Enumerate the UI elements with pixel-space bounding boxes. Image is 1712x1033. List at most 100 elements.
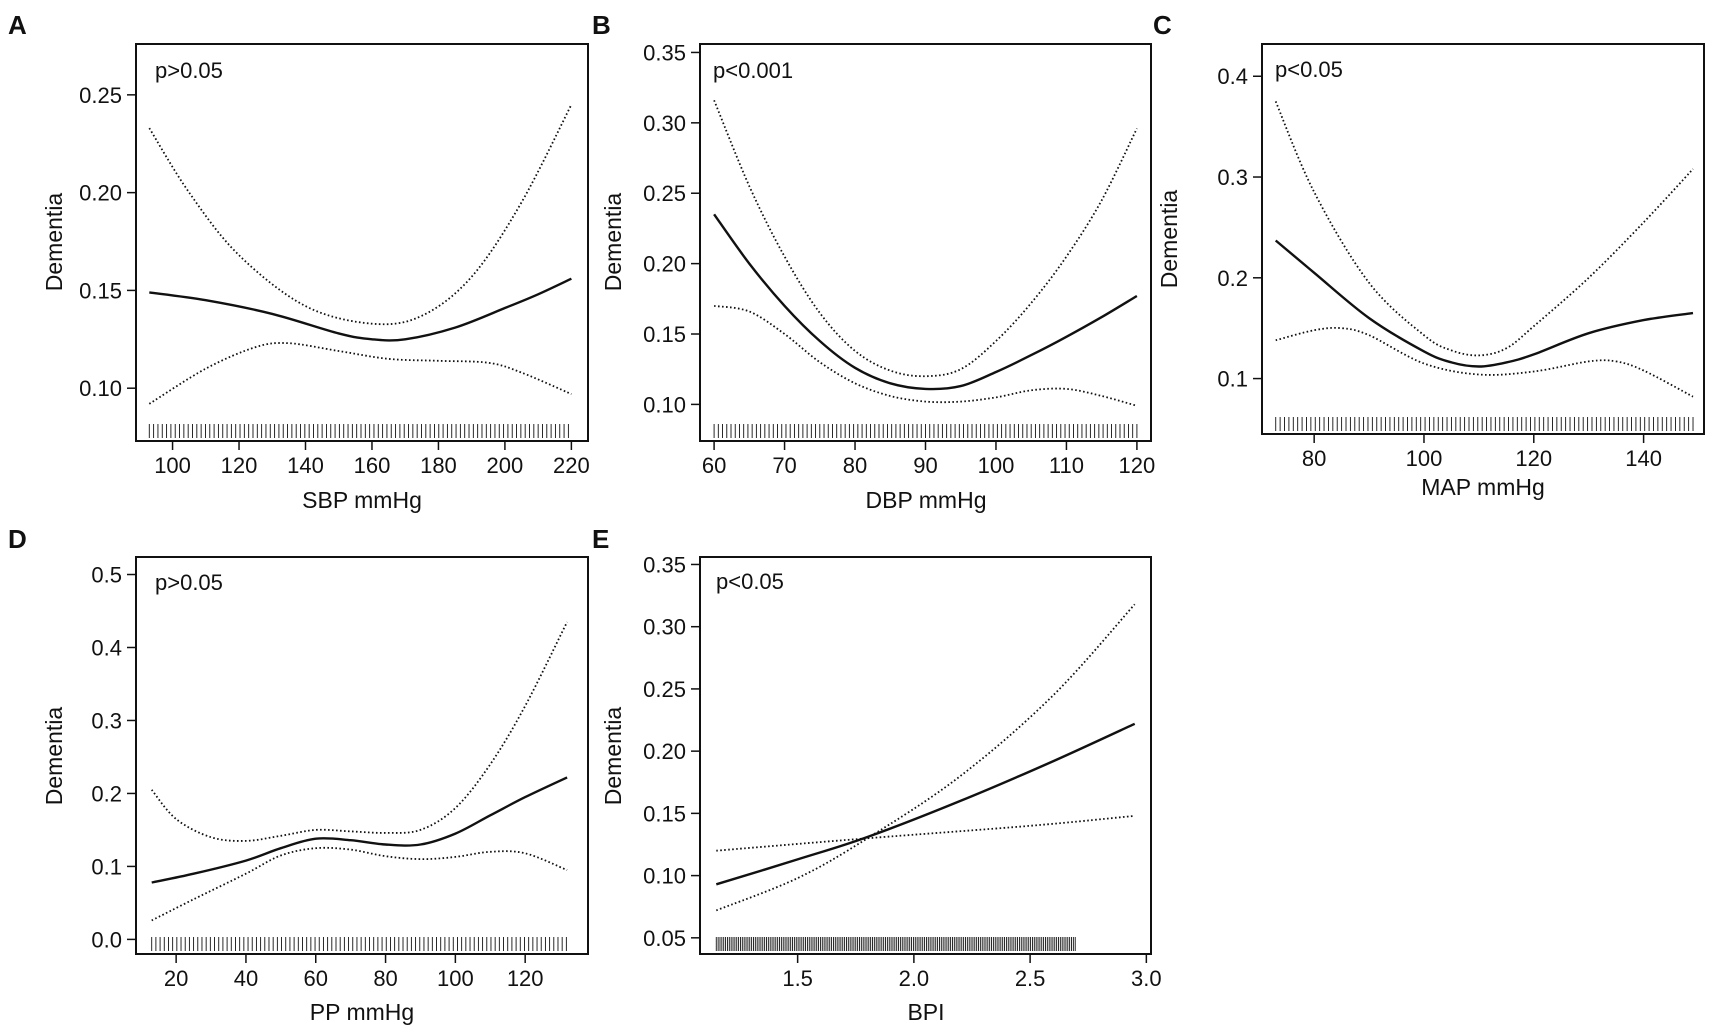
panel-c-y-tick-label: 0.2 xyxy=(1217,266,1248,291)
panel-c-estimate-line xyxy=(1274,239,1694,368)
panel-e-x-tick-label: 2.5 xyxy=(1015,966,1046,991)
panel-b-lower-ci-line xyxy=(713,305,1138,407)
panel-a-y-tick-label: 0.15 xyxy=(79,278,122,303)
panel-e-frame xyxy=(699,556,1152,955)
panel-e-y-tick-label: 0.05 xyxy=(643,926,686,951)
panel-e-y-tick-label: 0.35 xyxy=(643,552,686,577)
panel-a-estimate-line xyxy=(149,277,572,342)
panel-a-y-tick-label: 0.25 xyxy=(79,83,122,108)
panel-e-y-tick-label: 0.30 xyxy=(643,615,686,640)
panel-e-p-value: p<0.05 xyxy=(716,569,784,594)
panel-b-y-tick-label: 0.20 xyxy=(643,252,686,277)
panel-d-p-value: p>0.05 xyxy=(155,570,223,595)
panel-a: A p>0.05 SBP mmHg Dementia xyxy=(8,10,589,513)
panel-d-y-tick-label: 0.4 xyxy=(91,635,122,660)
panel-b-rug xyxy=(713,424,1138,438)
panel-a-x-tick-label: 140 xyxy=(287,453,324,478)
panel-e-x-axis-title: BPI xyxy=(907,999,944,1025)
panel-b-x-tick-label: 100 xyxy=(978,453,1015,478)
panel-e-plot: 1.5 2.0 2.5 3.0 0.05 0.10 0.15 0.20 0.25 0.30 0.35 xyxy=(643,552,1161,991)
panel-c-plot: 80 100 120 140 0.1 0.2 0.3 0.4 xyxy=(1217,64,1694,471)
panel-b-y-axis-title: Dementia xyxy=(600,193,626,292)
panel-c-p-value: p<0.05 xyxy=(1275,57,1343,82)
panel-b-x-axis-title: DBP mmHg xyxy=(866,487,987,513)
panel-b-x-tick-label: 120 xyxy=(1119,453,1156,478)
panel-e-lower-ci-line xyxy=(716,815,1135,852)
panel-e-label: E xyxy=(592,524,609,554)
panel-e-y-tick-label: 0.15 xyxy=(643,801,686,826)
panel-b-label: B xyxy=(592,10,611,40)
panel-d-y-tick-label: 0.1 xyxy=(91,854,122,879)
panel-c-x-tick-label: 100 xyxy=(1406,446,1443,471)
panel-b-y-tick-label: 0.10 xyxy=(643,392,686,417)
panel-a-x-tick-label: 160 xyxy=(354,453,391,478)
panel-d-label: D xyxy=(8,524,27,554)
panel-b-x-tick-label: 70 xyxy=(772,453,796,478)
panel-b-x-tick-label: 110 xyxy=(1049,453,1084,478)
panel-a-x-axis-title: SBP mmHg xyxy=(302,487,422,513)
panel-e-rug xyxy=(715,937,1076,951)
panel-d-y-tick-label: 0.5 xyxy=(91,563,122,588)
panel-d-x-tick-label: 80 xyxy=(373,966,397,991)
panel-b-x-tick-label: 80 xyxy=(843,453,867,478)
panel-c-label: C xyxy=(1153,10,1172,40)
panel-d-x-tick-label: 60 xyxy=(304,966,328,991)
panel-a-y-tick-label: 0.20 xyxy=(79,181,122,206)
panel-c-x-axis-title: MAP mmHg xyxy=(1421,474,1545,500)
panel-c-upper-ci-line xyxy=(1274,101,1694,357)
panel-a-label: A xyxy=(8,10,27,40)
panel-c-x-tick-label: 80 xyxy=(1302,446,1326,471)
panel-a-frame xyxy=(135,43,589,442)
panel-d-lower-ci-line xyxy=(151,846,568,922)
panel-b-y-tick-label: 0.35 xyxy=(643,40,686,65)
panel-a-rug xyxy=(148,424,569,438)
panel-d: D p>0.05 PP mmHg Dementia xyxy=(8,524,589,1025)
panel-a-x-tick-label: 100 xyxy=(154,453,191,478)
panel-b-y-tick-label: 0.15 xyxy=(643,322,686,347)
panel-c-y-tick-label: 0.4 xyxy=(1217,64,1248,89)
panel-b-frame xyxy=(699,43,1152,442)
panel-e-x-tick-label: 2.0 xyxy=(899,966,930,991)
panel-b-x-tick-label: 90 xyxy=(913,453,937,478)
panel-e-x-tick-label: 3.0 xyxy=(1131,966,1162,991)
panel-d-y-axis-title: Dementia xyxy=(41,707,67,806)
panel-d-estimate-line xyxy=(151,776,568,884)
panel-d-x-tick-label: 20 xyxy=(164,966,188,991)
panel-e-x-tick-label: 1.5 xyxy=(782,966,813,991)
panel-d-y-tick-label: 0.0 xyxy=(91,927,122,952)
panel-c-rug xyxy=(1275,417,1694,431)
panel-d-x-axis-title: PP mmHg xyxy=(310,999,414,1025)
panel-e-y-tick-label: 0.20 xyxy=(643,739,686,764)
panel-e-upper-ci-line xyxy=(715,603,1136,912)
panel-d-plot: 20 40 60 80 100 120 0.0 0.1 0.2 0.3 0.4 0.5 xyxy=(91,563,568,991)
panel-b-y-tick-label: 0.25 xyxy=(643,181,686,206)
panel-c-y-axis-title: Dementia xyxy=(1156,190,1182,289)
panel-d-x-tick-label: 40 xyxy=(234,966,258,991)
panel-b-p-value: p<0.001 xyxy=(713,58,793,83)
panel-c-x-tick-label: 120 xyxy=(1515,446,1552,471)
panel-c-y-tick-label: 0.3 xyxy=(1217,165,1248,190)
panel-c-lower-ci-line xyxy=(1275,326,1694,398)
panel-b-upper-ci-line xyxy=(713,99,1138,378)
panel-a-x-tick-label: 200 xyxy=(487,453,524,478)
panel-e: E p<0.05 BPI Dementia xyxy=(592,524,1152,1025)
panel-b-estimate-line xyxy=(713,213,1138,391)
panel-a-plot: 100 120 140 160 180 200 220 0.10 0.15 0.20 0.25 xyxy=(79,83,590,478)
panel-e-estimate-line xyxy=(715,722,1136,886)
panel-a-lower-ci-line xyxy=(148,342,572,405)
panel-d-frame xyxy=(135,556,589,955)
panel-a-x-tick-label: 220 xyxy=(553,453,590,478)
panel-b-y-tick-label: 0.30 xyxy=(643,111,686,136)
panel-a-y-tick-label: 0.10 xyxy=(79,376,122,401)
panel-e-y-axis-title: Dementia xyxy=(600,707,626,806)
panel-a-upper-ci-line xyxy=(148,104,573,326)
panel-d-x-tick-label: 100 xyxy=(437,966,474,991)
panel-d-upper-ci-line xyxy=(151,621,568,842)
panel-a-x-tick-label: 180 xyxy=(420,453,457,478)
panel-d-y-tick-label: 0.3 xyxy=(91,708,122,733)
panel-b: B p<0.001 DBP mmHg Dementia xyxy=(592,10,1152,513)
panel-b-plot: 60 70 80 90 100 110 120 0.10 0.15 0.20 0.25 0.30 0.3… xyxy=(643,40,1155,478)
panel-d-y-tick-label: 0.2 xyxy=(91,781,122,806)
panel-a-y-axis-title: Dementia xyxy=(41,193,67,292)
